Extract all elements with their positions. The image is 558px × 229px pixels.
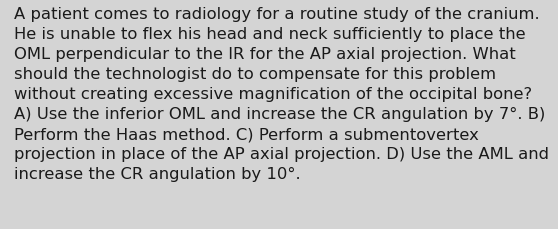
- Text: A patient comes to radiology for a routine study of the cranium.
He is unable to: A patient comes to radiology for a routi…: [14, 7, 549, 181]
